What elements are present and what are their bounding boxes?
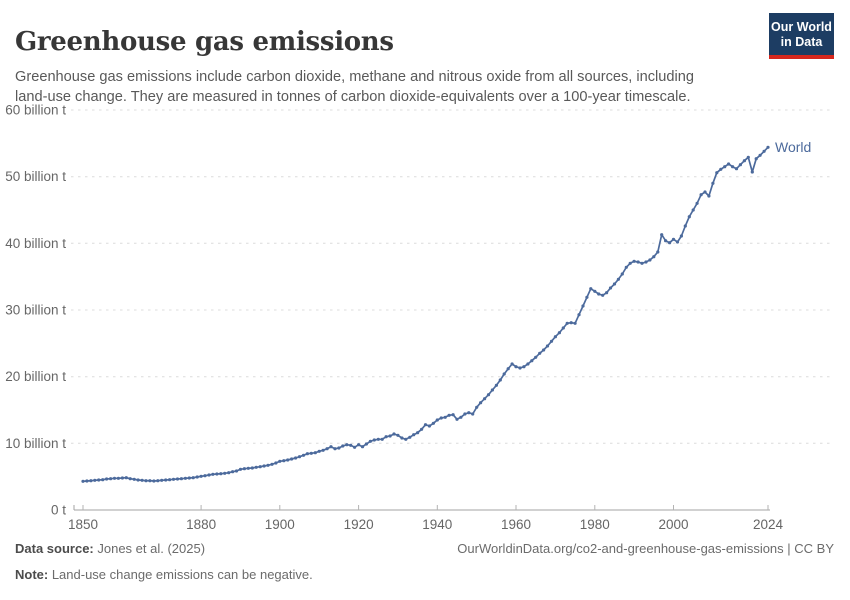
data-source-value: Jones et al. (2025): [93, 541, 206, 556]
world-line-markers: [81, 145, 770, 483]
data-source-label: Data source:: [15, 541, 94, 556]
x-tick-label: 2000: [658, 517, 688, 532]
x-tick-label: 1980: [580, 517, 610, 532]
x-axis: 1850 1880 1900 1920 1940 1960 1980 2000 2024: [68, 505, 784, 532]
x-tick-label: 1940: [422, 517, 452, 532]
y-tick-label: 40 billion t: [5, 236, 66, 251]
x-tick-label: 1920: [344, 517, 374, 532]
footer-left: Data source: Jones et al. (2025) Note: L…: [15, 541, 313, 593]
y-tick-label: 0 t: [51, 503, 66, 518]
x-tick-label: 1880: [186, 517, 216, 532]
owid-logo-line1: Our World: [771, 20, 832, 34]
y-tick-label: 20 billion t: [5, 369, 66, 384]
x-tick-label: 1960: [501, 517, 531, 532]
data-source-line: Data source: Jones et al. (2025): [15, 541, 313, 556]
y-tick-label: 30 billion t: [5, 303, 66, 318]
chart-subtitle: Greenhouse gas emissions include carbon …: [15, 68, 694, 106]
page-title: Greenhouse gas emissions: [15, 27, 394, 58]
note-line: Note: Land-use change emissions can be n…: [15, 567, 313, 582]
y-tick-label: 10 billion t: [5, 436, 66, 451]
note-label: Note:: [15, 567, 49, 582]
x-tick-label: 2024: [753, 517, 784, 532]
x-tick-label: 1850: [68, 517, 98, 532]
x-tick-label: 1900: [265, 517, 295, 532]
owid-logo-line2: in Data: [780, 34, 823, 49]
credit-link[interactable]: OurWorldinData.org/co2-and-greenhouse-ga…: [457, 541, 834, 556]
world-series-label[interactable]: World: [775, 139, 811, 155]
y-tick-label: 60 billion t: [5, 103, 66, 118]
world-line[interactable]: [82, 146, 769, 483]
y-axis: 0 t 10 billion t 20 billion t 30 billion t 4…: [5, 103, 833, 518]
note-value: Land-use change emissions can be negativ…: [48, 567, 313, 582]
y-tick-label: 50 billion t: [5, 169, 66, 184]
owid-logo[interactable]: Our World in Data: [769, 13, 834, 59]
